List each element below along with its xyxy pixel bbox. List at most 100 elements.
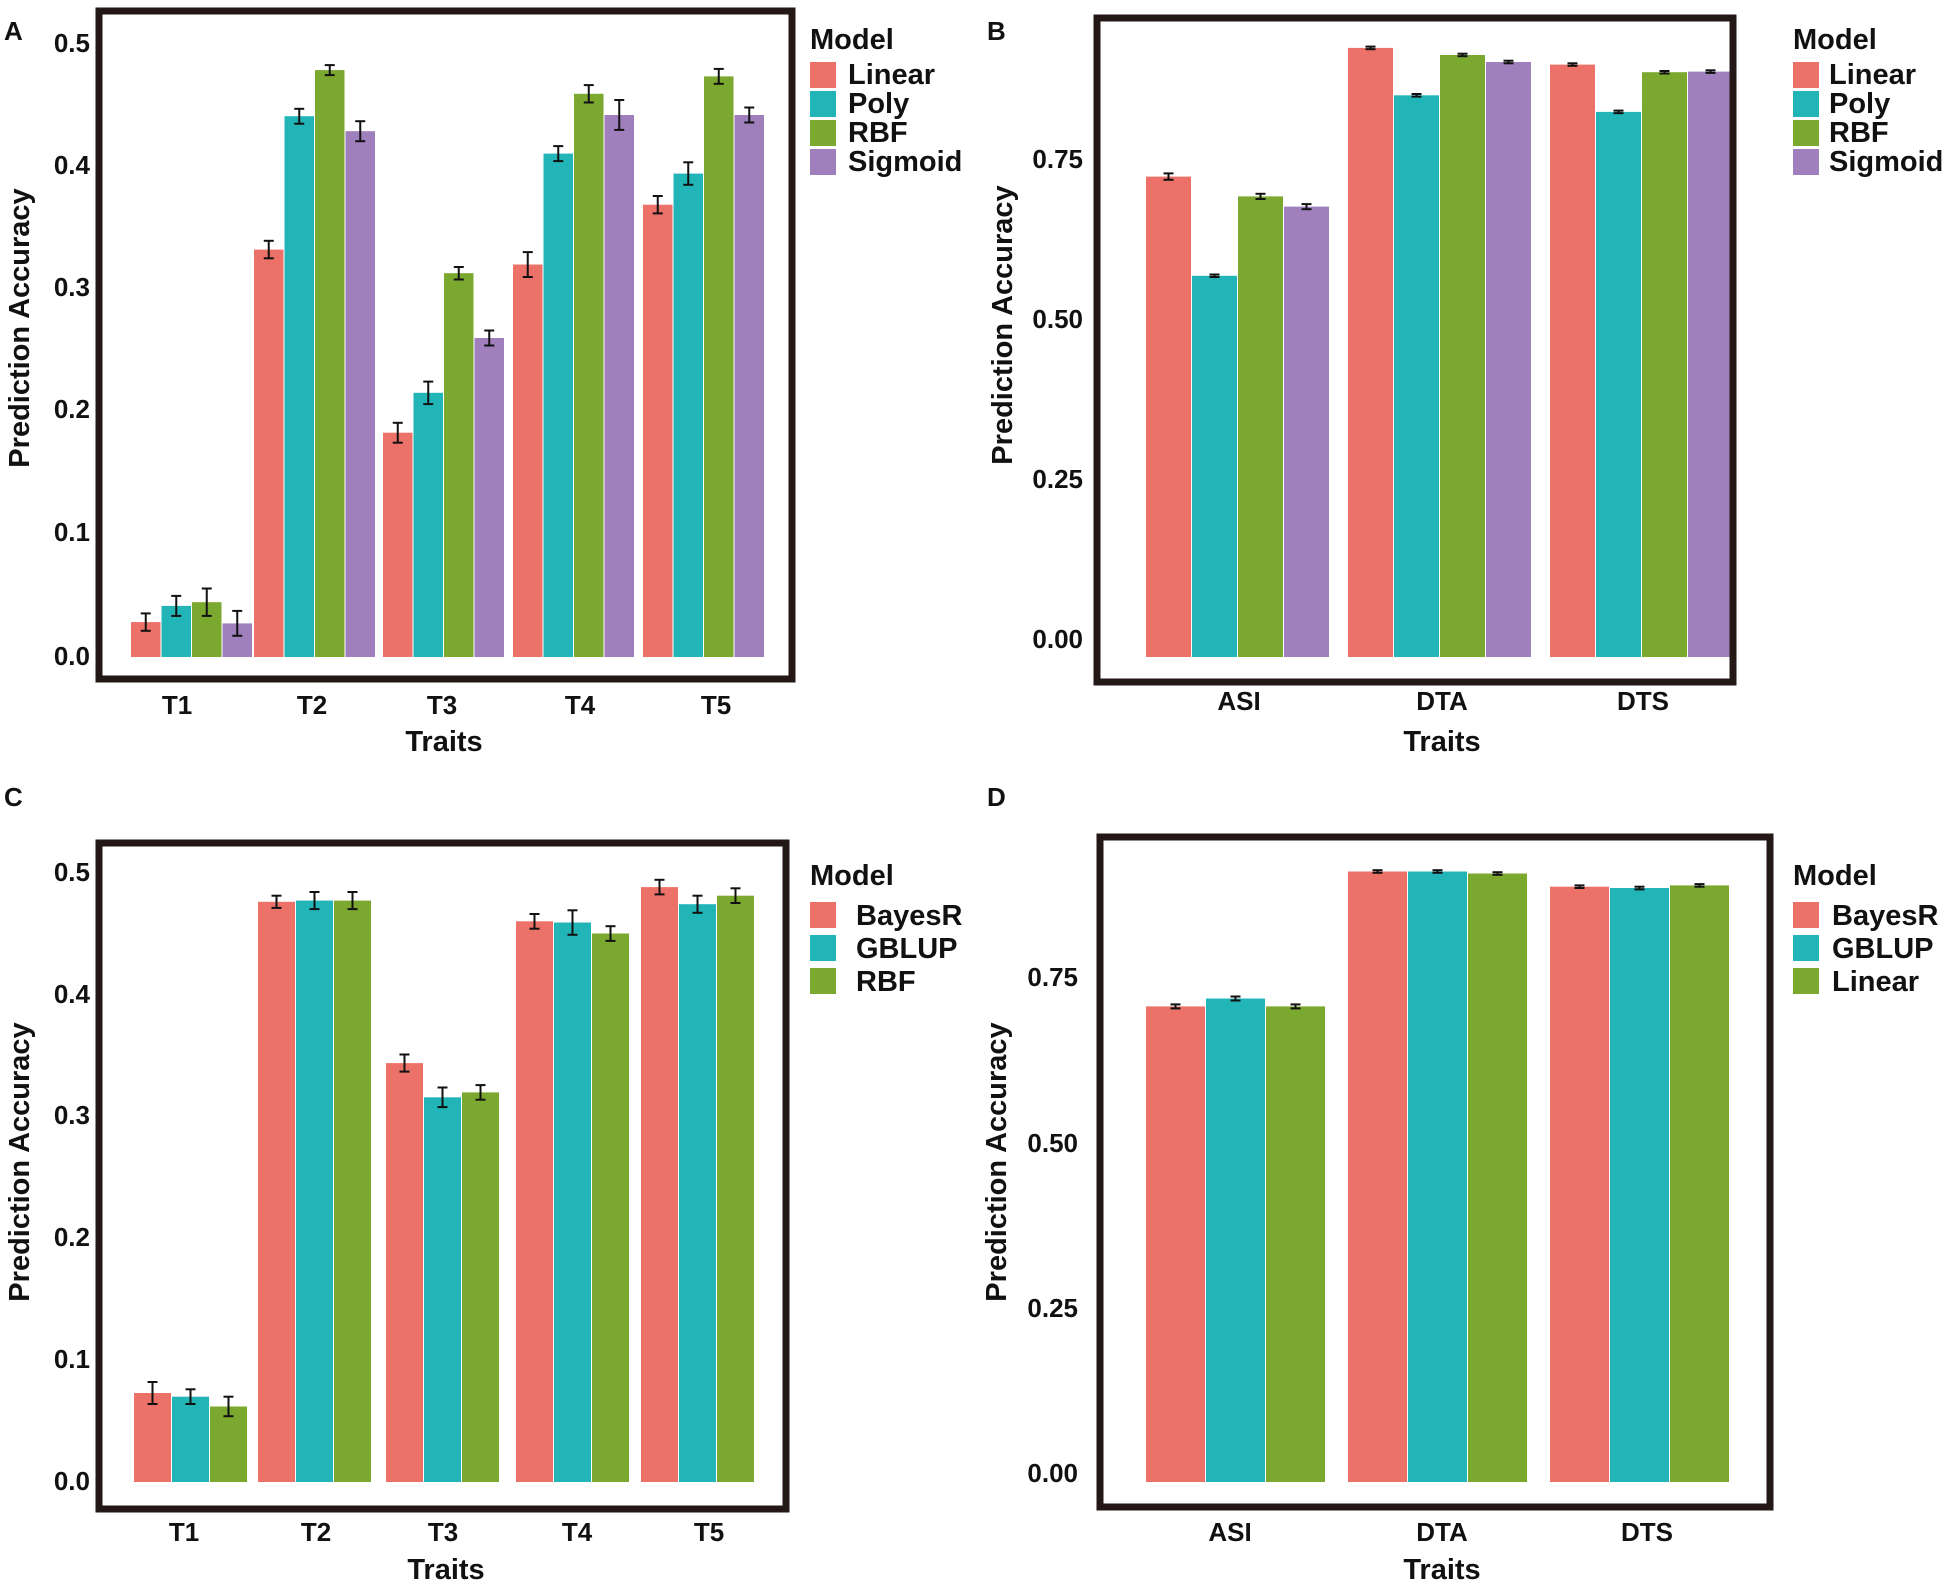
panel-a-ytick: 0.3 — [54, 272, 90, 302]
panel-c-xtick: T2 — [301, 1517, 331, 1547]
panel-b-bar-sigmoid-dta — [1486, 62, 1531, 657]
panel-a-bar-rbf-t3 — [444, 273, 474, 657]
panel-d: D Prediction Accuracy 0.00 0.25 0.50 0.7… — [981, 782, 1938, 1585]
panel-b-bar-rbf-dta — [1440, 55, 1485, 657]
panel-a-label: A — [4, 16, 23, 46]
panel-c-bar-gblup-t4 — [554, 922, 591, 1482]
panel-c-bar-bayesr-t3 — [386, 1063, 423, 1482]
panel-b-ytick: 0.50 — [1032, 304, 1083, 334]
panel-a-errorbar-poly-t1 — [171, 594, 182, 617]
panel-a-bar-linear-t3 — [383, 432, 413, 657]
panel-c-errorbar-rbf-t5 — [730, 887, 741, 904]
panel-b-legend-label: RBF — [1829, 117, 1889, 149]
panel-a-errorbar-sigmoid-t4 — [614, 99, 625, 131]
panel-a-errorbar-linear-t5 — [652, 195, 663, 215]
panel-d-bars — [1146, 869, 1729, 1482]
panel-a-bars — [131, 64, 764, 658]
panel-c-legend-swatch — [810, 968, 836, 994]
panel-c-bar-gblup-t2 — [296, 900, 333, 1482]
panel-b-errorbar-linear-dts — [1567, 62, 1578, 67]
panel-b-errorbar-sigmoid-dts — [1705, 69, 1716, 74]
panel-c-ytick: 0.2 — [54, 1222, 90, 1252]
panel-b-bar-rbf-dts — [1642, 72, 1687, 657]
panel-b-ytick: 0.00 — [1032, 624, 1083, 654]
panel-b-errorbar-poly-dts — [1613, 109, 1624, 115]
panel-d-errorbar-gblup-dta — [1432, 869, 1443, 874]
panel-d-yticks: 0.00 0.25 0.50 0.75 — [1027, 962, 1078, 1488]
panel-c-bar-rbf-t1 — [210, 1406, 247, 1482]
panel-d-bar-linear-dts — [1670, 885, 1729, 1482]
panel-b-legend-swatch — [1793, 62, 1819, 88]
panel-a-xtick: T3 — [427, 690, 457, 720]
panel-a-errorbar-poly-t2 — [294, 107, 305, 125]
panel-c-xticks: T1 T2 T3 T4 T5 — [169, 1517, 724, 1547]
panel-a-xtick: T5 — [701, 690, 731, 720]
panel-c-xtick: T3 — [428, 1517, 458, 1547]
panel-c-bar-rbf-t5 — [717, 895, 754, 1482]
panel-d-legend-swatch — [1793, 902, 1819, 928]
panel-a-legend-label: Poly — [848, 88, 909, 120]
panel-a-errorbar-sigmoid-t5 — [744, 106, 755, 124]
panel-a-errorbar-rbf-t3 — [453, 266, 464, 281]
panel-b-errorbar-sigmoid-asi — [1301, 203, 1312, 211]
panel-c-legend-swatch — [810, 902, 836, 928]
panel-c-frame — [95, 839, 790, 1513]
panel-c-errorbar-gblup-t1 — [185, 1388, 196, 1405]
panel-b-xlabel: Traits — [1403, 726, 1480, 758]
panel-c-label: C — [4, 782, 23, 812]
panel-c-errorbar-gblup-t5 — [692, 894, 703, 914]
panel-a-bar-linear-t2 — [254, 249, 284, 657]
panel-c-xtick: T5 — [694, 1517, 724, 1547]
panel-a-errorbar-poly-t5 — [683, 161, 694, 186]
panel-c-xtick: T4 — [562, 1517, 593, 1547]
panel-a-legend: Model Linear Poly RBF Sigmoid — [810, 24, 962, 178]
panel-c-ytick: 0.3 — [54, 1100, 90, 1130]
panel-d-ytick: 0.50 — [1027, 1128, 1078, 1158]
panel-a-errorbar-sigmoid-t1 — [232, 609, 243, 637]
panel-c-errorbar-rbf-t4 — [605, 925, 616, 942]
panel-a-errorbar-rbf-t2 — [324, 64, 335, 77]
panel-d-bar-bayesr-dts — [1550, 886, 1609, 1482]
panel-d-legend-label: BayesR — [1832, 900, 1938, 932]
panel-b-legend-swatch — [1793, 120, 1819, 146]
panel-d-xtick: DTS — [1621, 1517, 1673, 1547]
panel-d-bar-gblup-dts — [1610, 888, 1669, 1482]
panel-b-bar-sigmoid-dts — [1688, 71, 1733, 658]
panel-a-bar-poly-t5 — [673, 173, 703, 657]
panel-c-ytick: 0.0 — [54, 1466, 90, 1496]
panel-b-legend-title: Model — [1793, 24, 1877, 56]
panel-d-bar-bayesr-asi — [1146, 1006, 1205, 1482]
panel-d-bar-linear-dta — [1468, 873, 1527, 1482]
panel-b-frame — [1093, 14, 1737, 686]
panel-d-ytick: 0.25 — [1027, 1293, 1078, 1323]
panel-a-bar-rbf-t4 — [574, 93, 604, 658]
panel-c-errorbar-gblup-t3 — [437, 1086, 448, 1109]
panel-d-errorbar-linear-asi — [1290, 1003, 1301, 1010]
panel-c-bar-bayesr-t1 — [134, 1393, 171, 1482]
panel-c-xtick: T1 — [169, 1517, 199, 1547]
panel-a-errorbar-poly-t4 — [553, 145, 564, 163]
panel-c-legend-label: GBLUP — [856, 933, 958, 965]
panel-a-xtick: T2 — [297, 690, 327, 720]
panel-d-errorbar-linear-dta — [1492, 871, 1503, 876]
panel-c-legend-title: Model — [810, 860, 894, 892]
panel-b-xticks: ASI DTA DTS — [1217, 686, 1669, 716]
panel-b-errorbar-poly-dta — [1411, 93, 1422, 98]
panel-c-errorbar-bayesr-t4 — [529, 913, 540, 930]
panel-b-bar-linear-asi — [1146, 176, 1191, 657]
panel-d-legend-swatch — [1793, 935, 1819, 961]
panel-a-ytick: 0.1 — [54, 517, 90, 547]
panel-a-bar-sigmoid-t2 — [345, 131, 375, 657]
panel-a-bar-poly-t2 — [284, 116, 314, 657]
panel-c-legend-label: RBF — [856, 966, 916, 998]
panel-b-errorbar-rbf-dts — [1659, 70, 1670, 75]
panel-d-errorbar-bayesr-dts — [1574, 884, 1585, 889]
panel-c: C Prediction Accuracy 0.0 0.1 0.2 0.3 0.… — [4, 782, 962, 1585]
panel-c-errorbar-rbf-t3 — [475, 1084, 486, 1101]
panel-c-errorbar-rbf-t1 — [223, 1395, 234, 1418]
panel-d-errorbar-gblup-asi — [1230, 995, 1241, 1002]
panel-c-errorbar-gblup-t2 — [309, 891, 320, 911]
panel-a-legend-swatch — [810, 149, 836, 175]
panel-d-label: D — [987, 782, 1006, 812]
panel-b-errorbar-rbf-dta — [1457, 52, 1468, 58]
